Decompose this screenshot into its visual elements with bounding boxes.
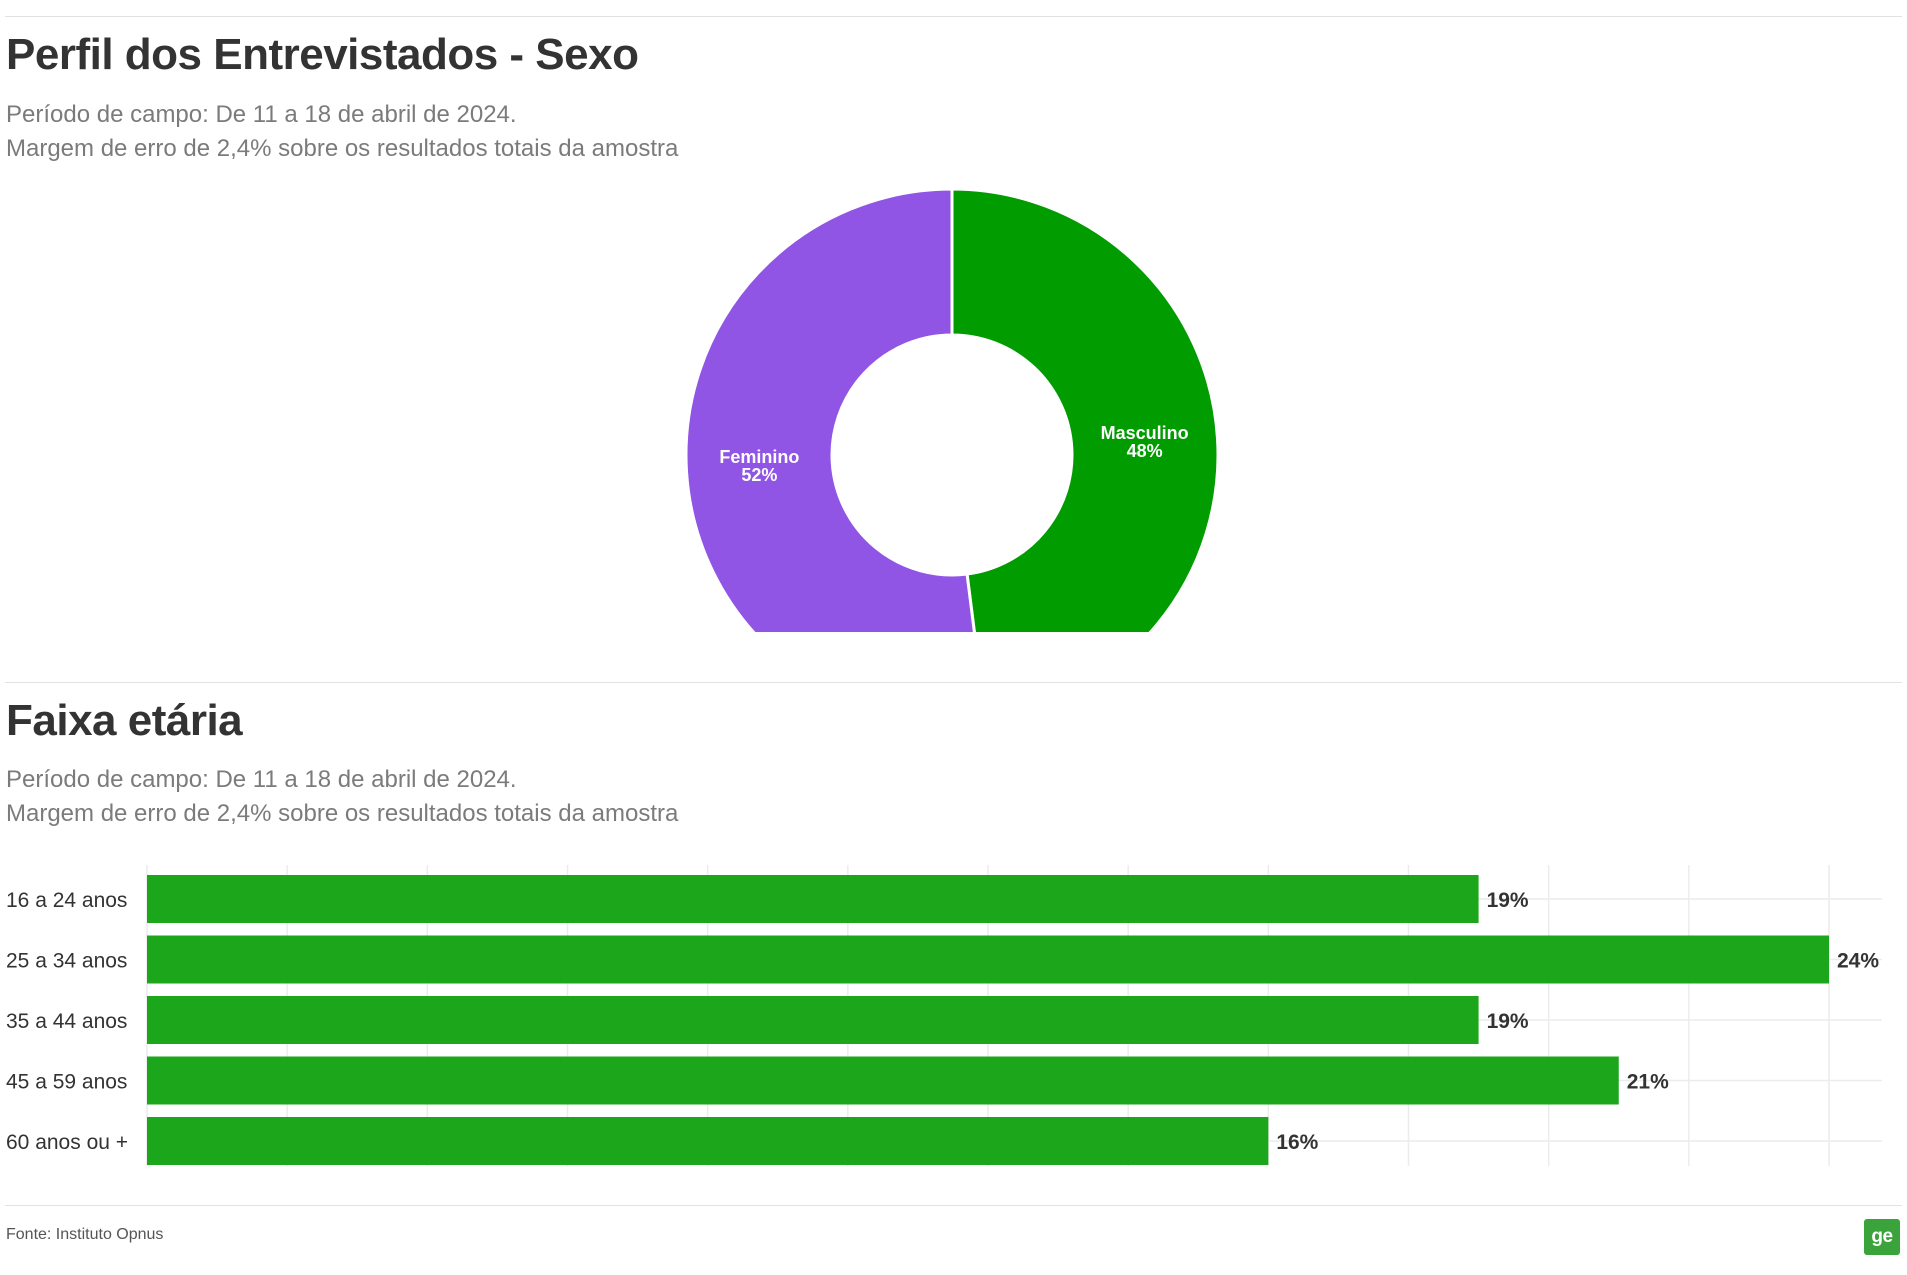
donut-slice-masculino xyxy=(950,187,1220,632)
bar-1 xyxy=(147,875,1479,923)
bar-subtitle-margin: Margem de erro de 2,4% sobre os resultad… xyxy=(6,800,679,827)
donut-slice-name: Feminino xyxy=(719,447,799,467)
ge-logo: ge xyxy=(1864,1219,1900,1255)
donut-subtitle-margin: Margem de erro de 2,4% sobre os resultad… xyxy=(6,135,679,162)
source-note: Fonte: Instituto Opnus xyxy=(6,1226,164,1243)
top-divider xyxy=(5,16,1902,17)
bar-chart-subtitle: Período de campo: De 11 a 18 de abril de… xyxy=(6,763,678,831)
bar-value-label: 24% xyxy=(1837,950,1879,973)
category-label: 60 anos ou + xyxy=(6,1131,128,1154)
donut-slice-value: 48% xyxy=(1127,441,1163,461)
donut-chart-title: Perfil dos Entrevistados - Sexo xyxy=(6,30,639,79)
donut-slice-feminino xyxy=(684,187,976,632)
donut-slice-name: Masculino xyxy=(1101,423,1189,443)
bar-5 xyxy=(147,1117,1269,1165)
bar-value-label: 19% xyxy=(1487,889,1529,912)
bar-value-label: 21% xyxy=(1627,1071,1669,1094)
bar-4 xyxy=(147,1056,1619,1105)
section-divider xyxy=(5,682,1902,683)
bar-value-label: 16% xyxy=(1276,1131,1318,1154)
bar-2 xyxy=(147,935,1829,984)
donut-chart-subtitle: Período de campo: De 11 a 18 de abril de… xyxy=(6,98,678,166)
donut-slice-value: 52% xyxy=(741,465,777,485)
bar-subtitle-period: Período de campo: De 11 a 18 de abril de… xyxy=(6,766,517,793)
bar-chart-title: Faixa etária xyxy=(6,696,243,745)
category-label: 16 a 24 anos xyxy=(6,889,127,912)
footer-divider xyxy=(5,1205,1902,1206)
bar-chart: 16 a 24 anos 19% 25 a 34 anos 24% 35 a 44 an… xyxy=(6,865,1882,1166)
donut-subtitle-period: Período de campo: De 11 a 18 de abril de… xyxy=(6,101,517,128)
bar-value-label: 19% xyxy=(1487,1010,1529,1033)
bar-3 xyxy=(147,996,1479,1044)
category-label: 35 a 44 anos xyxy=(6,1010,127,1033)
category-label: 25 a 34 anos xyxy=(6,950,127,973)
category-label: 45 a 59 anos xyxy=(6,1071,127,1094)
